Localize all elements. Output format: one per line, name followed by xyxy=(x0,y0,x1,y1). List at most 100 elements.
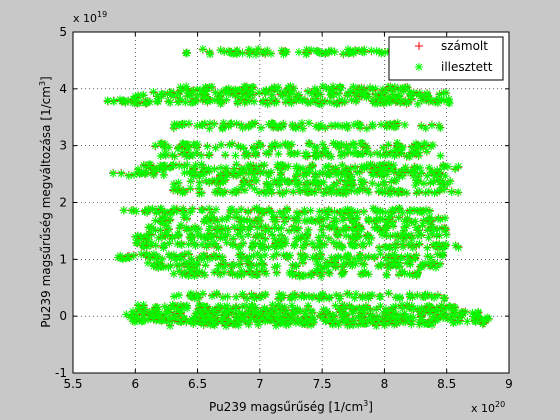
point-fitted xyxy=(216,163,225,172)
point-fitted xyxy=(276,293,285,302)
point-fitted xyxy=(329,238,338,247)
point-fitted xyxy=(358,47,367,56)
point-fitted xyxy=(392,147,401,156)
point-fitted xyxy=(376,292,385,301)
point-fitted xyxy=(159,171,168,180)
point-fitted xyxy=(309,318,318,327)
point-fitted xyxy=(334,89,343,98)
point-fitted xyxy=(314,214,323,223)
point-fitted xyxy=(138,241,147,250)
point-fitted xyxy=(422,205,431,214)
point-fitted xyxy=(359,242,368,251)
point-fitted xyxy=(262,149,271,158)
point-fitted xyxy=(275,302,284,311)
point-fitted xyxy=(323,168,332,177)
point-fitted xyxy=(200,168,209,177)
point-fitted xyxy=(355,185,364,194)
point-fitted xyxy=(368,290,377,299)
point-fitted xyxy=(186,177,195,186)
point-fitted xyxy=(231,151,240,160)
point-fitted xyxy=(339,259,348,268)
point-fitted xyxy=(209,215,218,224)
point-fitted xyxy=(182,49,191,58)
point-fitted xyxy=(219,119,228,128)
point-fitted xyxy=(384,160,393,169)
point-fitted xyxy=(362,161,371,170)
point-fitted xyxy=(131,233,140,242)
point-fitted xyxy=(454,188,463,197)
point-fitted xyxy=(422,147,431,156)
point-fitted xyxy=(245,89,254,98)
point-fitted xyxy=(205,178,214,187)
point-fitted xyxy=(282,187,291,196)
point-fitted xyxy=(400,222,409,231)
point-fitted xyxy=(252,48,261,57)
point-fitted xyxy=(273,122,282,131)
point-fitted xyxy=(304,301,313,310)
point-fitted xyxy=(394,213,403,222)
point-fitted xyxy=(347,224,356,233)
point-fitted xyxy=(201,261,210,270)
point-fitted xyxy=(222,95,231,104)
point-fitted xyxy=(124,171,133,180)
point-fitted xyxy=(221,261,230,270)
point-fitted xyxy=(193,293,202,302)
point-fitted xyxy=(233,99,242,108)
point-fitted xyxy=(263,100,272,109)
point-fitted xyxy=(119,206,128,215)
point-fitted xyxy=(443,162,452,171)
point-fitted xyxy=(292,164,301,173)
point-fitted xyxy=(233,271,242,280)
point-fitted xyxy=(312,151,321,160)
point-fitted xyxy=(156,225,165,234)
point-fitted xyxy=(382,307,391,316)
point-fitted xyxy=(348,309,357,318)
point-fitted xyxy=(424,233,433,242)
point-fitted xyxy=(422,140,431,149)
point-fitted xyxy=(175,261,184,270)
point-fitted xyxy=(165,239,174,248)
point-fitted xyxy=(151,241,160,250)
point-fitted xyxy=(244,123,253,132)
point-fitted xyxy=(314,185,323,194)
point-fitted xyxy=(258,240,267,249)
point-fitted xyxy=(426,96,435,105)
point-fitted xyxy=(184,119,193,128)
point-fitted xyxy=(191,141,200,150)
point-fitted xyxy=(370,253,379,262)
scatter-points xyxy=(103,45,493,331)
point-fitted xyxy=(340,97,349,106)
point-fitted xyxy=(315,169,324,178)
point-fitted xyxy=(349,49,358,58)
point-fitted xyxy=(182,301,191,310)
point-fitted xyxy=(204,150,213,159)
point-fitted xyxy=(299,271,308,280)
point-fitted xyxy=(145,252,154,261)
point-fitted xyxy=(324,206,333,215)
point-fitted xyxy=(174,178,183,187)
point-fitted xyxy=(287,99,296,108)
point-fitted xyxy=(300,208,309,217)
point-fitted xyxy=(384,140,393,149)
point-fitted xyxy=(207,82,216,91)
point-fitted xyxy=(346,258,355,267)
point-fitted xyxy=(337,140,346,149)
point-fitted xyxy=(442,230,451,239)
point-fitted xyxy=(317,100,326,109)
point-fitted xyxy=(413,291,422,300)
point-fitted xyxy=(164,263,173,272)
point-fitted xyxy=(197,160,206,169)
point-fitted xyxy=(218,233,227,242)
point-fitted xyxy=(439,251,448,260)
point-fitted xyxy=(213,267,222,276)
point-fitted xyxy=(250,184,259,193)
point-fitted xyxy=(315,295,324,304)
point-fitted xyxy=(321,148,330,157)
point-fitted xyxy=(266,314,275,323)
point-fitted xyxy=(282,205,291,214)
point-fitted xyxy=(178,270,187,279)
point-fitted xyxy=(277,318,286,327)
point-fitted xyxy=(353,168,362,177)
point-fitted xyxy=(368,122,377,131)
